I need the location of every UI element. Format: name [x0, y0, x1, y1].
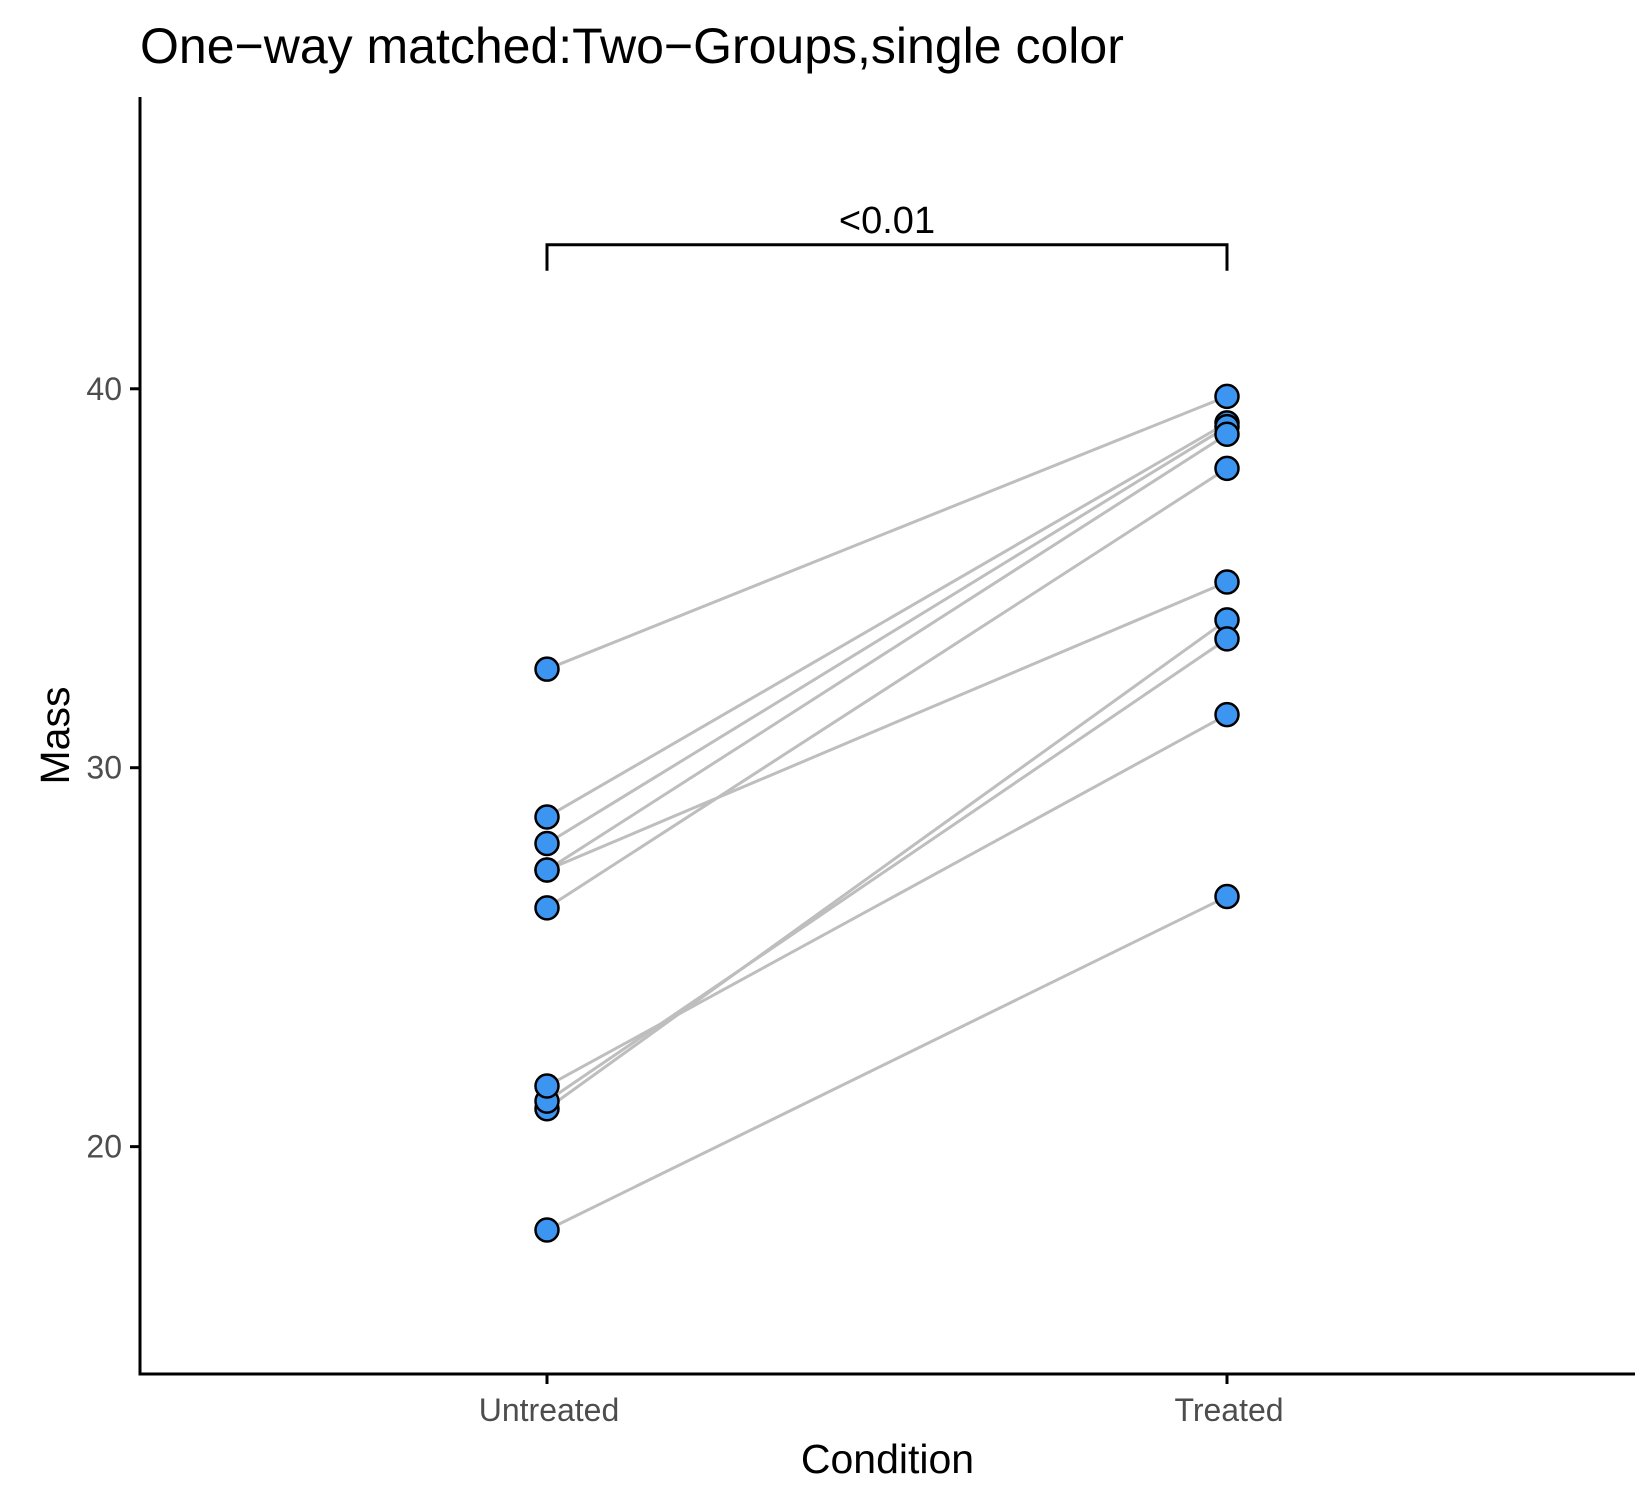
data-point	[1214, 569, 1240, 595]
data-point	[534, 1217, 560, 1243]
pair-line	[546, 580, 1228, 872]
significance-bracket-line	[545, 243, 1229, 271]
data-point	[534, 804, 560, 830]
x-axis-title: Condition	[801, 1436, 974, 1482]
data-point	[534, 656, 560, 682]
data-point	[1214, 383, 1240, 410]
y-tick-label: 30	[86, 750, 122, 786]
p-value-label: <0.01	[839, 200, 935, 242]
data-point	[534, 895, 560, 921]
data-point	[1214, 421, 1240, 447]
pair-line	[546, 432, 1228, 872]
y-axis-title: Mass	[32, 687, 78, 785]
pair-line	[546, 713, 1228, 1088]
data-point	[1214, 883, 1240, 910]
data-point	[534, 857, 560, 883]
pair-line	[546, 895, 1228, 1232]
y-tick-label: 20	[86, 1129, 122, 1165]
significance-bracket: <0.01	[545, 200, 1229, 271]
data-point	[1214, 701, 1240, 728]
axis-ticks: 20 30 40 Untreated Treated	[86, 371, 1283, 1428]
pair-line	[546, 421, 1228, 819]
data-point	[1214, 455, 1240, 482]
pair-line	[546, 425, 1228, 845]
y-tick-label: 40	[86, 371, 122, 407]
data-point	[1214, 626, 1240, 652]
x-tick-label: Treated	[1174, 1392, 1283, 1428]
chart-title: One−way matched:Two−Groups,single color	[140, 18, 1124, 74]
pair-line	[546, 618, 1228, 1110]
data-point	[534, 830, 560, 857]
data-point	[534, 1073, 560, 1099]
axes	[138, 97, 1635, 1376]
pair-line	[546, 467, 1228, 910]
pair-line	[546, 394, 1228, 671]
pair-lines	[546, 394, 1228, 1232]
data-points	[534, 383, 1240, 1243]
x-tick-label: Untreated	[479, 1392, 620, 1428]
